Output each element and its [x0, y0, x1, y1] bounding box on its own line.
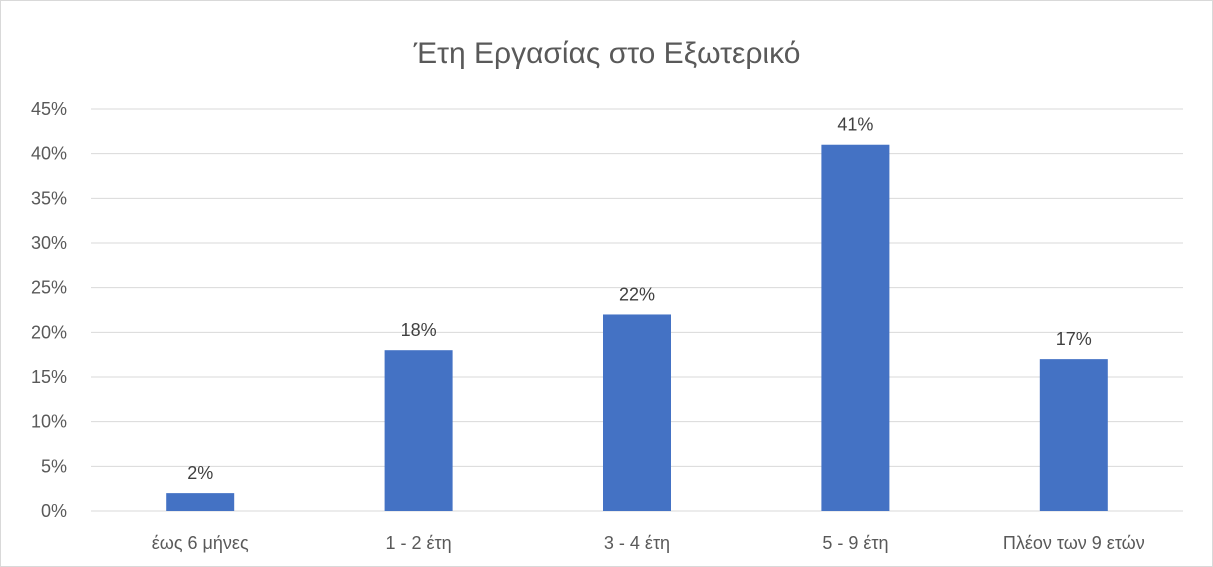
- bar-data-label: 2%: [187, 463, 213, 483]
- bar: [603, 314, 671, 511]
- bar: [384, 350, 453, 511]
- bar-data-label: 17%: [1056, 329, 1092, 349]
- x-tick-label: 3 - 4 έτη: [604, 533, 670, 553]
- y-tick-label: 10%: [31, 412, 67, 432]
- bar: [1039, 359, 1108, 511]
- bar-data-label: 41%: [837, 115, 873, 135]
- x-tick-label: 1 - 2 έτη: [386, 533, 452, 553]
- y-tick-label: 40%: [31, 144, 67, 164]
- y-tick-label: 15%: [31, 367, 67, 387]
- y-tick-label: 30%: [31, 233, 67, 253]
- y-tick-label: 35%: [31, 188, 67, 208]
- data-labels: 2% 18% 22% 41% 17%: [187, 115, 1092, 483]
- x-tick-label: 5 - 9 έτη: [822, 533, 888, 553]
- bar-data-label: 22%: [619, 284, 655, 304]
- y-tick-label: 0%: [41, 501, 67, 521]
- y-tick-label: 25%: [31, 278, 67, 298]
- chart-title: Έτη Εργασίας στο Εξωτερικό: [413, 37, 801, 70]
- bars: [166, 144, 1108, 511]
- y-tick-label: 20%: [31, 322, 67, 342]
- x-axis-tick-labels: έως 6 μήνες 1 - 2 έτη 3 - 4 έτη 5 - 9 έτη Πλ…: [152, 533, 1145, 553]
- x-tick-label: έως 6 μήνες: [152, 533, 249, 553]
- bar: [166, 493, 235, 511]
- bar: [821, 144, 890, 511]
- y-tick-label: 5%: [41, 456, 67, 476]
- bar-data-label: 18%: [401, 320, 437, 340]
- x-tick-label: Πλέον των 9 ετών: [1003, 533, 1145, 553]
- y-tick-label: 45%: [31, 99, 67, 119]
- y-axis-tick-labels: 0% 5% 10% 15% 20% 25% 30% 35% 40% 45%: [31, 99, 67, 521]
